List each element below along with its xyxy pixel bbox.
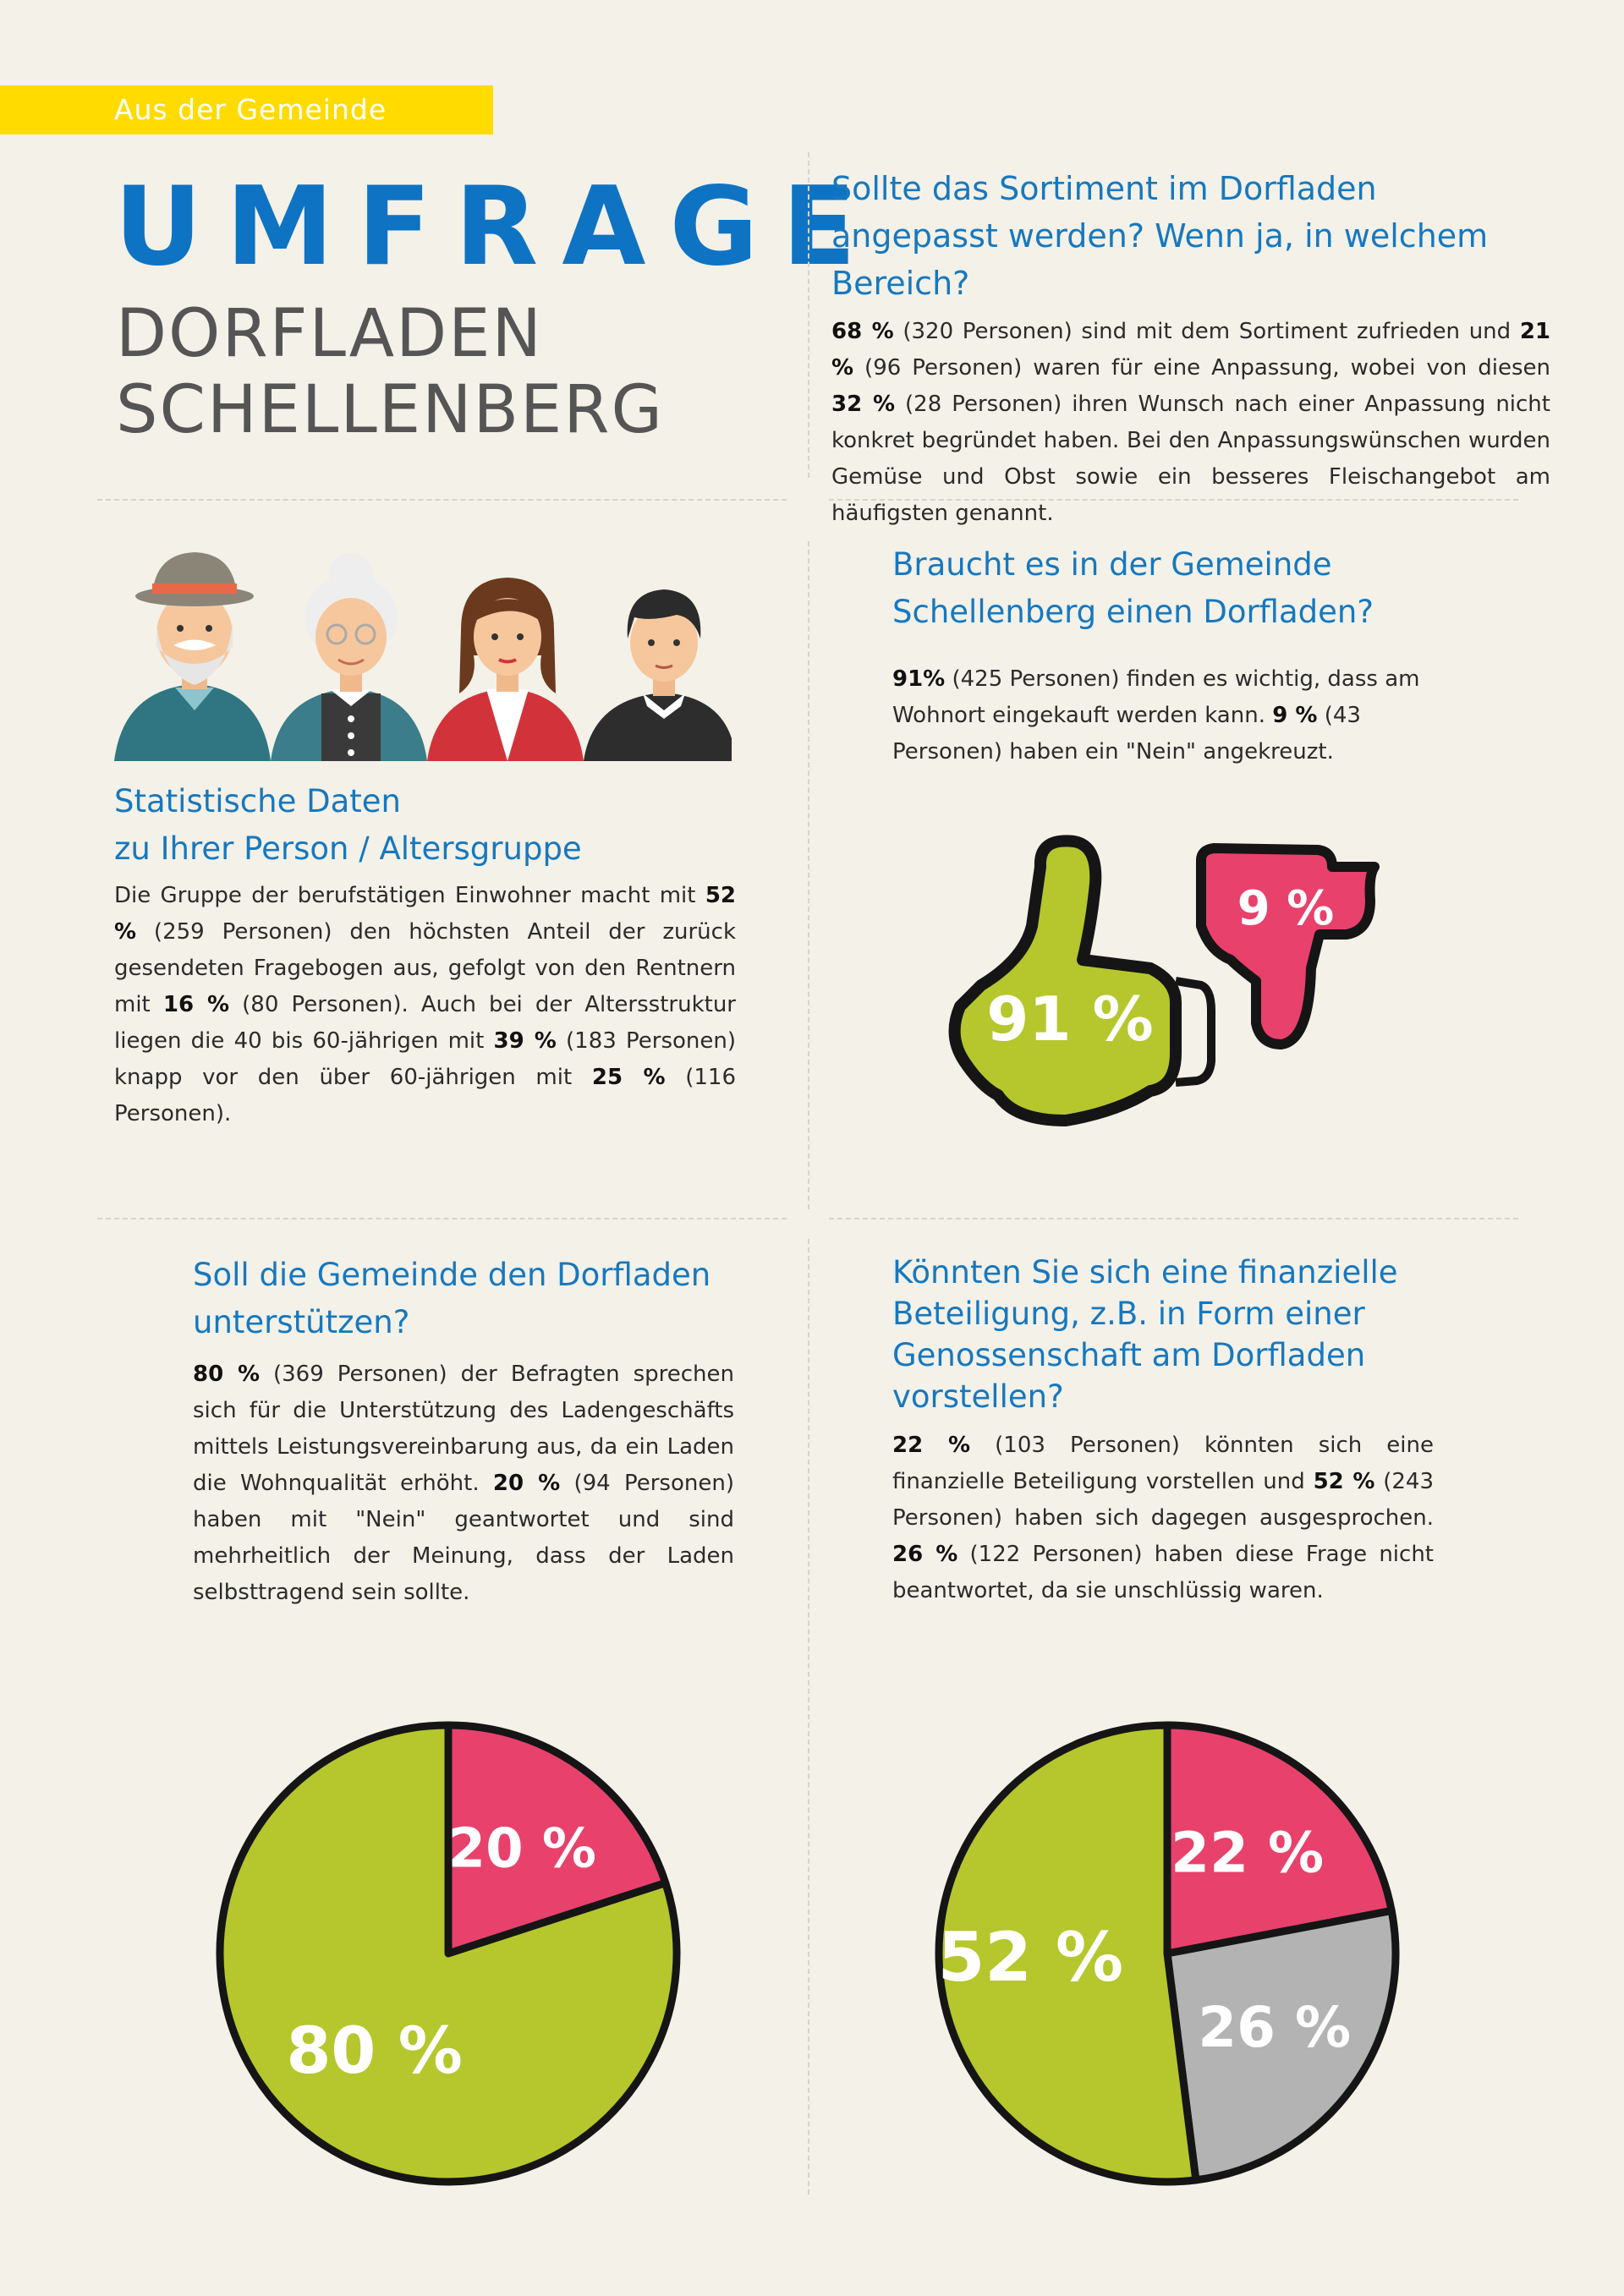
pie-chart-beteiligung: 22 % 26 % 52 %: [935, 1721, 1400, 2186]
section-unterstuetzen: Soll die Gemeinde den Dorfladen unterstü…: [193, 1252, 734, 1611]
divider-horizontal-4: [829, 1218, 1518, 1219]
divider-horizontal-1: [97, 499, 787, 501]
answer-unterstuetzen: 80 % (369 Personen) der Befragten sprech…: [193, 1362, 734, 1605]
section-tag: Aus der Gemeinde: [0, 85, 493, 134]
pie-slice-nein: [444, 1721, 670, 1958]
question-sortiment: Sollte das Sortiment im Dorfladen angepa…: [831, 170, 1489, 302]
pie-slice-dagegen: [935, 1721, 1200, 2186]
heading-statistik: Statistische Daten zu Ihrer Person / Alt…: [114, 783, 582, 867]
thumbs-up-icon: 91 %: [948, 835, 1215, 1126]
pie-label-dagegen: 52 %: [938, 1918, 1123, 1997]
person-old-woman-icon: [271, 553, 427, 761]
pie-slice-vorstellbar: [1163, 1721, 1396, 1958]
divider-vertical-1: [808, 152, 809, 478]
subtitle-line-2: SCHELLENBERG: [116, 372, 664, 448]
question-unterstuetzen: Soll die Gemeinde den Dorfladen unterstü…: [193, 1257, 711, 1340]
pie-slice-nicht-beantwortet: [1163, 1906, 1400, 2184]
answer-dorfladen: 91% (425 Personen) finden es wichtig, da…: [892, 666, 1420, 764]
divider-vertical-3: [808, 1239, 809, 2195]
page-title: UMFRAGE: [114, 164, 880, 290]
people-illustration: [114, 552, 732, 761]
pie-label-ja: 80 %: [287, 2013, 463, 2088]
person-old-man-icon: [114, 552, 271, 761]
answer-sortiment: 68 % (320 Personen) sind mit dem Sortime…: [831, 319, 1550, 526]
divider-horizontal-2: [829, 499, 1518, 501]
person-woman-icon: [427, 578, 584, 761]
subtitle-line-1: DORFLADEN: [116, 296, 543, 372]
answer-statistik: Die Gruppe der berufstätigen Einwohner m…: [114, 883, 736, 1126]
section-dorfladen: Braucht es in der Gemeinde Schellenberg …: [892, 541, 1442, 770]
divider-horizontal-3: [97, 1218, 787, 1219]
thumbs-down-label: 9 %: [1237, 881, 1335, 936]
thumbs-down-icon: 9 %: [1196, 843, 1380, 1049]
pie-chart-unterstuetzen: 20 % 80 %: [216, 1721, 681, 2186]
pie-slice-ja: [216, 1721, 681, 2186]
section-beteiligung: Könnten Sie sich eine finanzielle Beteil…: [892, 1252, 1434, 1609]
answer-beteiligung: 22 % (103 Personen) könnten sich eine fi…: [892, 1433, 1434, 1603]
page-subtitle: DORFLADEN SCHELLENBERG: [116, 296, 664, 448]
divider-vertical-2: [808, 541, 809, 1209]
question-beteiligung: Könnten Sie sich eine finanzielle Beteil…: [892, 1254, 1398, 1415]
section-sortiment: Sollte das Sortiment im Dorfladen angepa…: [831, 165, 1550, 532]
pie-label-vorstellbar: 22 %: [1171, 1821, 1324, 1886]
person-young-man-icon: [584, 589, 732, 761]
pie-label-nicht-beantwortet: 26 %: [1198, 1995, 1351, 2060]
thumbs-up-label: 91 %: [986, 984, 1153, 1055]
pie-label-nein: 20 %: [448, 1817, 596, 1880]
question-dorfladen: Braucht es in der Gemeinde Schellenberg …: [892, 546, 1374, 630]
section-statistik: Statistische Daten zu Ihrer Person / Alt…: [114, 778, 736, 1132]
thumbs-graphic: 9 % 91 %: [948, 835, 1380, 1126]
